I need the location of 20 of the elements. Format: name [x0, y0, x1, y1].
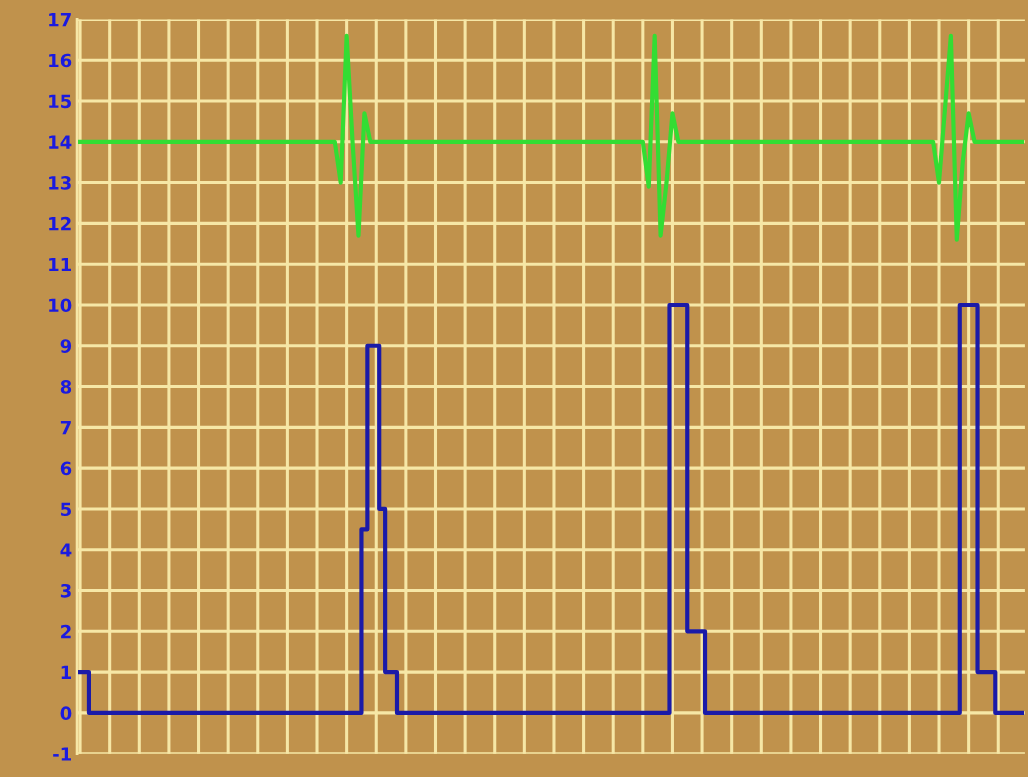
y-tick-label: 2: [61, 624, 71, 639]
y-tick-label: 16: [49, 53, 72, 68]
y-tick-label: 9: [60, 339, 72, 353]
line-series: [77, 33, 1025, 242]
y-tick-label: 1: [61, 665, 71, 679]
y-tick-label: 11: [49, 257, 71, 272]
y-tick-label: 12: [49, 216, 71, 231]
y-tick-label: 4: [60, 543, 72, 557]
y-tick-label: 0: [60, 706, 72, 721]
y-tick-label: 17: [49, 13, 71, 27]
y-tick-label: 13: [49, 176, 71, 190]
y-tick-label: 8: [60, 380, 72, 394]
y-tick-label: -1: [53, 747, 71, 761]
y-tick-label: 5: [61, 502, 71, 517]
y-tick-label: 3: [60, 583, 71, 598]
y-tick-label: 7: [60, 421, 71, 435]
y-tick-label: 15: [49, 94, 71, 109]
y-tick-label: 6: [60, 461, 72, 476]
y-tick-label: 10: [49, 298, 72, 313]
y-tick-label: 14: [49, 135, 72, 149]
